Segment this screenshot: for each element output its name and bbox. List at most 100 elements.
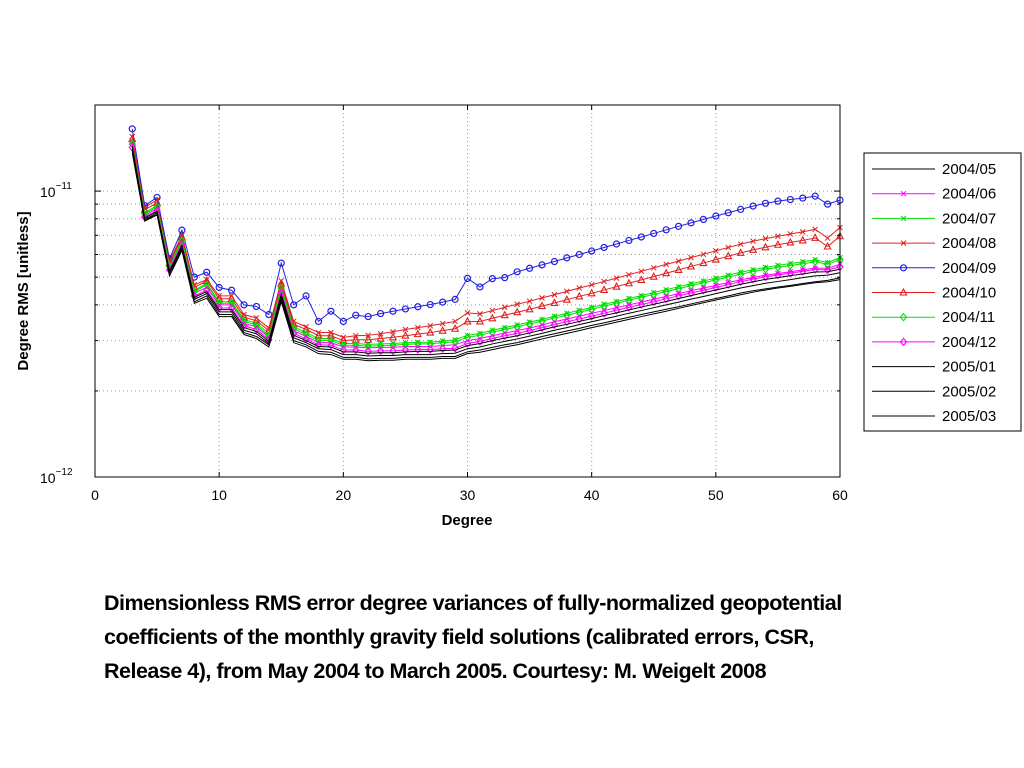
data-point	[587, 288, 596, 297]
data-point	[550, 257, 559, 266]
data-point	[488, 313, 497, 322]
data-point	[389, 346, 397, 356]
data-point	[476, 330, 484, 340]
series-line	[131, 143, 841, 347]
data-point	[501, 274, 509, 282]
data-point	[725, 244, 732, 251]
data-point	[401, 331, 410, 339]
data-point	[265, 310, 273, 319]
data-point	[663, 261, 670, 268]
data-point	[563, 254, 571, 262]
legend-entry: 2004/09	[872, 260, 996, 277]
legend-label: 2004/11	[942, 309, 995, 326]
data-point	[202, 276, 211, 284]
data-point	[799, 266, 807, 276]
caption-line-2: coefficients of the monthly gravity fiel…	[104, 625, 814, 649]
data-point	[413, 329, 422, 338]
legend-marker	[899, 312, 908, 322]
data-point	[724, 280, 732, 289]
legend-marker	[899, 287, 908, 296]
series-line	[131, 136, 841, 338]
legend-label: 2004/12	[942, 334, 996, 351]
data-point	[674, 222, 683, 230]
data-point	[749, 202, 757, 210]
data-point	[152, 198, 162, 206]
data-point	[501, 304, 508, 311]
legend-label: 2004/06	[942, 186, 996, 203]
data-point	[736, 277, 745, 287]
data-point	[377, 330, 384, 337]
data-point	[463, 316, 472, 325]
data-point	[414, 339, 422, 349]
data-point	[326, 331, 336, 339]
data-point	[712, 283, 720, 292]
data-point	[252, 325, 261, 334]
data-point	[227, 298, 236, 308]
data-point	[215, 298, 223, 308]
data-point	[811, 265, 819, 274]
data-point	[339, 317, 347, 326]
data-point	[463, 339, 472, 348]
x-tick-label: 0	[91, 487, 99, 503]
data-point	[215, 283, 223, 292]
data-point	[711, 254, 720, 263]
x-tick-label: 40	[584, 487, 600, 503]
legend-marker	[900, 215, 907, 222]
data-point	[563, 288, 570, 295]
legend: 2004/05 2004/06 2004/07 2004/08 2004/09 2004/…	[863, 152, 1022, 432]
data-point	[686, 261, 696, 270]
data-point	[364, 341, 372, 351]
data-point	[427, 322, 434, 329]
data-point	[402, 326, 409, 333]
data-point	[687, 288, 695, 298]
data-point	[177, 232, 187, 241]
legend-entry: 2005/01	[872, 359, 996, 376]
data-point	[638, 268, 645, 275]
data-point	[501, 331, 509, 341]
data-point	[750, 238, 756, 245]
data-point	[786, 268, 795, 278]
legend-label: 2005/02	[942, 383, 996, 400]
series-line	[131, 128, 841, 323]
data-point	[823, 259, 832, 269]
data-point	[302, 292, 310, 300]
rms-degree-chart: 0 10 20 30 40 50 60 10−12 10−11 Degree Degree RM…	[15, 104, 1022, 529]
data-point	[438, 325, 447, 334]
data-point	[688, 254, 694, 261]
data-point	[637, 275, 646, 283]
data-point	[588, 281, 595, 288]
data-point	[128, 134, 137, 143]
data-point	[798, 235, 807, 244]
data-point	[314, 317, 323, 326]
data-point	[390, 328, 396, 335]
data-point	[737, 205, 745, 213]
data-point	[562, 295, 571, 303]
series-2005-02	[131, 149, 841, 357]
series-2005-03	[131, 152, 841, 362]
legend-entry: 2004/07	[872, 210, 996, 227]
series-layer	[128, 125, 845, 362]
data-point	[475, 316, 485, 325]
data-point	[551, 291, 558, 298]
legend-entry: 2004/08	[872, 235, 996, 252]
data-point	[352, 311, 360, 319]
data-point	[812, 256, 819, 263]
data-point	[575, 291, 584, 300]
data-point	[401, 345, 410, 355]
axis-ticks: 0 10 20 30 40 50 60 10−12 10−11	[40, 104, 848, 503]
data-point	[227, 294, 236, 302]
data-point	[538, 261, 546, 269]
data-point	[537, 301, 547, 310]
data-point	[662, 268, 671, 277]
data-point	[799, 229, 806, 235]
data-point	[314, 331, 323, 339]
data-point	[587, 311, 596, 321]
data-point	[203, 268, 211, 276]
series-line	[131, 150, 841, 360]
data-point	[513, 268, 521, 276]
data-point	[215, 294, 224, 302]
data-point	[823, 200, 832, 208]
data-point	[823, 265, 832, 275]
data-point	[352, 340, 360, 350]
data-point	[662, 226, 670, 234]
